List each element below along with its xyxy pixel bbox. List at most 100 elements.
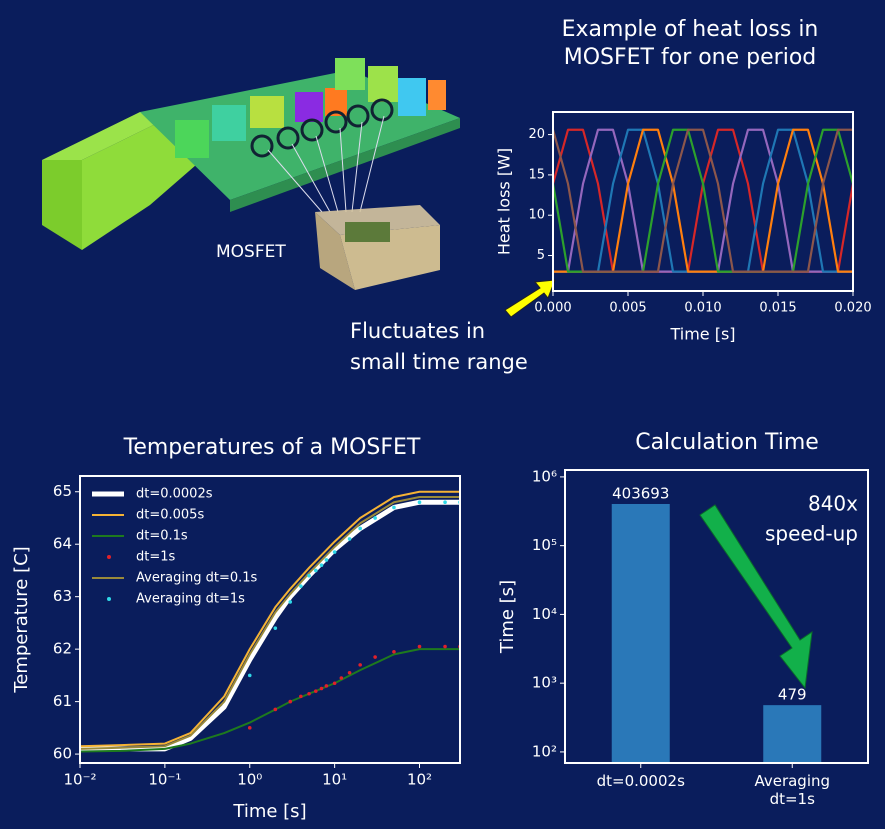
component bbox=[368, 66, 398, 102]
data-point bbox=[417, 644, 422, 649]
series-line bbox=[553, 128, 853, 273]
legend-swatch bbox=[107, 555, 111, 559]
pcb-illustration: MOSFET bbox=[42, 58, 460, 290]
data-point bbox=[313, 689, 318, 693]
y-tick-label: 10⁵ bbox=[532, 536, 557, 554]
x-tick-label: 0.010 bbox=[684, 301, 721, 316]
x-tick-label: Averaging dt=1s bbox=[754, 772, 831, 808]
data-point bbox=[288, 600, 293, 604]
x-tick-label: dt=0.0002s bbox=[596, 772, 685, 790]
series-line bbox=[80, 490, 460, 748]
legend-label: dt=0.0002s bbox=[136, 487, 213, 502]
data-point bbox=[319, 686, 324, 691]
data-point bbox=[347, 537, 352, 541]
inductors bbox=[250, 98, 394, 158]
x-tick-label: 10¹ bbox=[322, 771, 347, 789]
y-tick-label: 10⁶ bbox=[532, 467, 557, 485]
data-point bbox=[273, 626, 278, 630]
x-axis-label: Time [s] bbox=[669, 325, 735, 344]
data-point bbox=[373, 655, 377, 659]
data-point bbox=[358, 663, 362, 667]
data-point bbox=[273, 707, 278, 712]
annotation: speed-up bbox=[765, 522, 858, 546]
series-line bbox=[553, 128, 853, 273]
x-tick-label: 0.000 bbox=[534, 301, 571, 316]
data-point bbox=[443, 644, 447, 649]
data-point bbox=[307, 691, 311, 696]
legend-swatch bbox=[107, 597, 111, 601]
bar bbox=[763, 705, 822, 763]
y-tick-label: 5 bbox=[537, 248, 545, 263]
x-tick-label: 0.020 bbox=[834, 301, 871, 316]
data-point bbox=[417, 500, 422, 505]
data-point bbox=[332, 681, 337, 686]
data-point bbox=[247, 726, 252, 730]
x-tick-label: 10⁰ bbox=[237, 771, 262, 789]
value-label: 403693 bbox=[612, 484, 669, 502]
component bbox=[212, 105, 246, 141]
mosfet-die bbox=[345, 222, 390, 242]
chart-title: Example of heat loss in bbox=[562, 17, 819, 42]
annotation: Fluctuates in bbox=[350, 319, 485, 343]
data-point bbox=[443, 500, 447, 505]
y-axis-label: Time [s] bbox=[497, 580, 518, 654]
data-point bbox=[392, 649, 396, 654]
data-point bbox=[332, 550, 337, 554]
component bbox=[428, 80, 446, 110]
series-line bbox=[553, 128, 853, 273]
plot-area bbox=[80, 490, 460, 753]
y-tick-label: 61 bbox=[53, 692, 72, 710]
axes-frame bbox=[552, 111, 854, 292]
legend-label: Averaging dt=1s bbox=[136, 592, 245, 607]
value-label: 479 bbox=[778, 686, 807, 704]
data-point bbox=[288, 699, 293, 704]
speedup-arrow bbox=[699, 504, 813, 690]
annotation: 840x bbox=[808, 492, 858, 516]
component bbox=[295, 92, 323, 122]
x-axis-label: Time [s] bbox=[232, 801, 306, 822]
data-point bbox=[324, 684, 329, 688]
legend-label: dt=0.005s bbox=[136, 508, 204, 523]
y-tick-label: 10⁴ bbox=[532, 605, 557, 623]
series-line bbox=[553, 128, 853, 273]
annotation: small time range bbox=[350, 350, 528, 374]
axes-frame bbox=[79, 475, 461, 764]
data-point bbox=[299, 694, 303, 699]
component bbox=[175, 120, 209, 158]
data-point bbox=[358, 526, 362, 531]
data-point bbox=[247, 673, 252, 678]
x-tick-label: 10⁻¹ bbox=[148, 771, 181, 789]
y-axis-label: Temperature [C] bbox=[11, 546, 32, 693]
illustration-label: MOSFET bbox=[216, 242, 286, 262]
component bbox=[325, 88, 347, 116]
pcb-edge bbox=[230, 118, 460, 212]
x-tick-label: 0.015 bbox=[759, 301, 796, 316]
data-point bbox=[307, 573, 311, 578]
data-point bbox=[339, 676, 344, 680]
data-point bbox=[347, 670, 352, 675]
y-tick-label: 10² bbox=[532, 742, 557, 760]
pcb bbox=[140, 70, 460, 200]
data-point bbox=[319, 563, 324, 567]
bar bbox=[611, 503, 670, 763]
plot-area bbox=[553, 128, 853, 273]
series-line bbox=[553, 128, 853, 273]
legend-label: dt=1s bbox=[136, 550, 176, 565]
legend-label: dt=0.1s bbox=[136, 529, 188, 544]
y-tick-label: 20 bbox=[528, 127, 545, 142]
data-point bbox=[324, 558, 329, 562]
series-line bbox=[80, 648, 460, 753]
data-point bbox=[313, 568, 318, 573]
chart-title: Calculation Time bbox=[635, 430, 819, 455]
callout-arrow bbox=[504, 279, 556, 318]
axes-frame bbox=[564, 469, 869, 764]
y-tick-label: 15 bbox=[528, 167, 545, 182]
data-point bbox=[373, 516, 377, 520]
component bbox=[250, 96, 284, 128]
y-tick-label: 62 bbox=[53, 640, 72, 658]
series-line bbox=[553, 128, 853, 273]
x-tick-label: 0.005 bbox=[609, 301, 646, 316]
leader-lines bbox=[267, 115, 385, 213]
